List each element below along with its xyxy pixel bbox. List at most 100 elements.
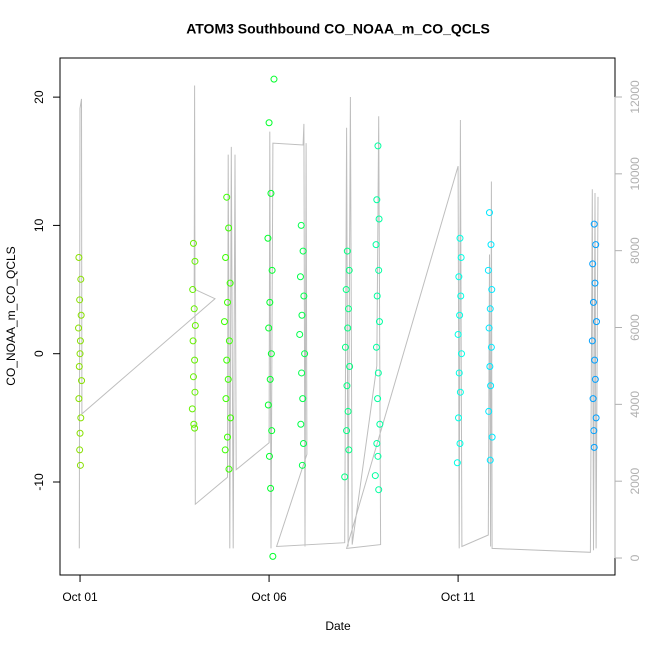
y2-tick-label: 8000 [628, 237, 642, 264]
point [375, 266, 383, 274]
plot-frame [59, 57, 616, 576]
y-axis-label: CO_NOAA_m_CO_QCLS [4, 246, 18, 385]
x-tick-label: Oct 06 [251, 590, 287, 604]
point [301, 350, 309, 358]
point [268, 266, 276, 274]
point [222, 395, 230, 403]
point [590, 443, 598, 451]
point [456, 234, 464, 242]
point [76, 337, 84, 345]
point [590, 427, 598, 435]
point [265, 119, 273, 127]
point [297, 221, 305, 229]
point [76, 296, 84, 304]
y2-tick-label: 10000 [628, 157, 642, 191]
y2-tick-label: 6000 [628, 314, 642, 341]
x-tick-label: Oct 01 [62, 590, 98, 604]
point [345, 266, 353, 274]
point [75, 395, 83, 403]
point [345, 446, 353, 454]
point [486, 363, 494, 371]
point [589, 260, 597, 268]
point [221, 446, 229, 454]
point [371, 472, 379, 480]
point [76, 446, 84, 454]
point [75, 253, 83, 261]
point [486, 456, 494, 464]
point [296, 330, 304, 338]
point [374, 395, 382, 403]
point [300, 292, 308, 300]
point [266, 298, 274, 306]
point [299, 440, 307, 448]
point [297, 420, 305, 428]
point [456, 388, 464, 396]
point [265, 452, 273, 460]
point [488, 433, 496, 441]
y2-tick-label: 12000 [628, 80, 642, 114]
point [191, 424, 199, 432]
point [75, 324, 83, 332]
point [375, 486, 383, 494]
point [456, 311, 464, 319]
point [485, 209, 493, 217]
point [264, 234, 272, 242]
point [226, 279, 234, 287]
point [191, 257, 199, 265]
point [341, 473, 349, 481]
x-tick-label: Oct 11 [441, 590, 476, 604]
y2-tick-label: 4000 [628, 391, 642, 418]
point [269, 552, 277, 560]
point [220, 318, 228, 326]
point [225, 224, 233, 232]
point [299, 395, 307, 403]
point [189, 286, 197, 294]
point [375, 318, 383, 326]
point [486, 305, 494, 313]
point [298, 461, 306, 469]
x-axis-label: Date [325, 619, 351, 633]
point [296, 273, 304, 281]
point [267, 189, 275, 197]
point [375, 215, 383, 223]
point [374, 369, 382, 377]
point [227, 414, 235, 422]
point [189, 337, 197, 345]
point [458, 350, 466, 358]
point [76, 350, 84, 358]
point [76, 461, 84, 469]
point [374, 452, 382, 460]
point [270, 75, 278, 83]
point [485, 407, 493, 415]
point [344, 407, 352, 415]
point [457, 253, 465, 261]
point [298, 369, 306, 377]
point [453, 459, 461, 467]
point [591, 356, 599, 364]
point [268, 427, 276, 435]
point [76, 429, 84, 437]
point [223, 193, 231, 201]
point [488, 286, 496, 294]
point [341, 343, 349, 351]
y-tick-label: 0 [32, 350, 46, 357]
point [75, 363, 83, 371]
point [342, 286, 350, 294]
point [589, 298, 597, 306]
point [487, 241, 495, 249]
point [265, 324, 273, 332]
point [592, 414, 600, 422]
point [373, 292, 381, 300]
point [222, 253, 230, 261]
point [484, 266, 492, 274]
point [223, 298, 231, 306]
point [346, 363, 354, 371]
point [591, 279, 599, 287]
point [592, 318, 600, 326]
point [372, 241, 380, 249]
point [267, 484, 275, 492]
point [372, 343, 380, 351]
point [588, 337, 596, 345]
point [225, 465, 233, 473]
y2-tick-label: 0 [628, 554, 642, 561]
